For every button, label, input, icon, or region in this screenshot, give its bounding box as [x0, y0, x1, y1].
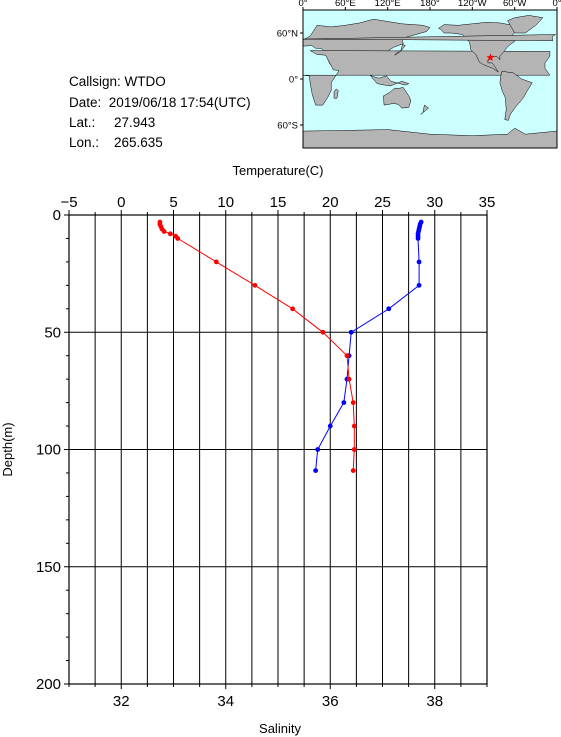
callsign-value: WTDO: [124, 74, 166, 89]
temperature-series-point: [416, 282, 422, 288]
temperature-series-point: [415, 236, 421, 241]
salinity-series-point: [351, 423, 357, 429]
south-america-land: [499, 71, 533, 121]
temperature-tick-label: 15: [270, 194, 287, 211]
depth-tick-label: 100: [36, 442, 61, 459]
temperature-series-point: [386, 306, 392, 312]
salinity-series-point: [344, 353, 350, 359]
callsign-line: Callsign: WTDO: [69, 74, 166, 90]
salinity-series-line: [159, 222, 355, 471]
lat-label: Lat.:: [69, 115, 96, 130]
lat-line: Lat.: 27.943: [69, 115, 155, 131]
callsign-label: Callsign:: [69, 74, 121, 89]
indonesia-land: [369, 74, 410, 87]
temperature-tick-label: 30: [426, 194, 443, 211]
salinity-tick-label: 36: [322, 693, 339, 710]
greenland-land: [507, 15, 544, 34]
salinity-series-point: [167, 231, 173, 237]
map-lon-label: 0°: [298, 0, 307, 9]
depth-tick-label: 50: [44, 324, 61, 341]
salinity-series-point: [290, 306, 296, 312]
temperature-series-line: [315, 221, 422, 471]
depth-axis-label: Depth(m): [0, 422, 15, 476]
map-lon-label: 0°: [552, 0, 561, 9]
lon-line: Lon.: 265.635: [69, 135, 163, 151]
world-map: 0° 60°E 120°E 180° 120°W 60°W 0° 60°N 0° 60°S: [277, 0, 561, 149]
north-america-land: [437, 22, 516, 73]
lat-value: 27.943: [114, 115, 156, 130]
temperature-tick-label: −5: [60, 194, 77, 211]
lon-value: 265.635: [114, 135, 163, 150]
depth-tick-label: 0: [53, 207, 61, 224]
map-lon-label: 120°E: [375, 0, 401, 9]
map-lat-label: 60°S: [277, 121, 298, 132]
map-lon-label: 120°W: [458, 0, 487, 9]
new-zealand-land: [420, 104, 430, 115]
map-lat-label: 60°N: [277, 29, 298, 40]
temperature-tick-label: 5: [169, 194, 177, 211]
map-lon-label: 180°: [420, 0, 440, 9]
salinity-series-point: [175, 236, 181, 241]
temperature-tick-label: 20: [322, 194, 339, 211]
temperature-series-point: [327, 423, 333, 429]
salinity-axis-label: Salinity: [259, 721, 301, 736]
temperature-series-point: [315, 447, 321, 452]
temperature-series-point: [313, 468, 319, 474]
salinity-tick-label: 32: [113, 693, 130, 710]
salinity-tick-label: 34: [217, 693, 234, 710]
date-label: Date:: [69, 95, 102, 110]
temperature-tick-label: 10: [217, 194, 234, 211]
salinity-series-point: [350, 468, 356, 474]
salinity-tick-label: 38: [426, 693, 443, 710]
lon-label: Lon.:: [69, 135, 100, 150]
salinity-series-point: [350, 400, 356, 405]
salinity-series-point: [320, 329, 326, 335]
salinity-series-point: [213, 259, 219, 265]
temperature-series-point: [348, 329, 354, 335]
temperature-tick-label: 25: [374, 194, 391, 211]
japan-land: [394, 44, 406, 56]
salinity-series-point: [351, 447, 357, 452]
temperature-tick-label: 35: [479, 194, 496, 211]
temperature-tick-label: 0: [117, 194, 125, 211]
date-value: 2019/06/18 17:54(UTC): [108, 95, 251, 110]
map-lon-label: 60°E: [335, 0, 356, 9]
depth-tick-label: 150: [36, 559, 61, 576]
salinity-series-point: [252, 282, 258, 288]
map-lat-label: 0°: [289, 75, 298, 86]
salinity-series-point: [346, 376, 352, 382]
depth-tick-label: 200: [36, 676, 61, 693]
temperature-axis-label: Temperature(C): [232, 163, 323, 178]
madagascar-land: [333, 88, 339, 99]
salinity-series-point: [161, 229, 167, 234]
date-line: Date: 2019/06/18 17:54(UTC): [69, 95, 251, 111]
temperature-series-point: [416, 259, 422, 265]
australia-land: [383, 87, 412, 109]
station-marker: [486, 53, 495, 61]
uk-land: [303, 34, 557, 41]
temperature-series-point: [341, 400, 347, 405]
map-lon-label: 60°W: [503, 0, 526, 9]
